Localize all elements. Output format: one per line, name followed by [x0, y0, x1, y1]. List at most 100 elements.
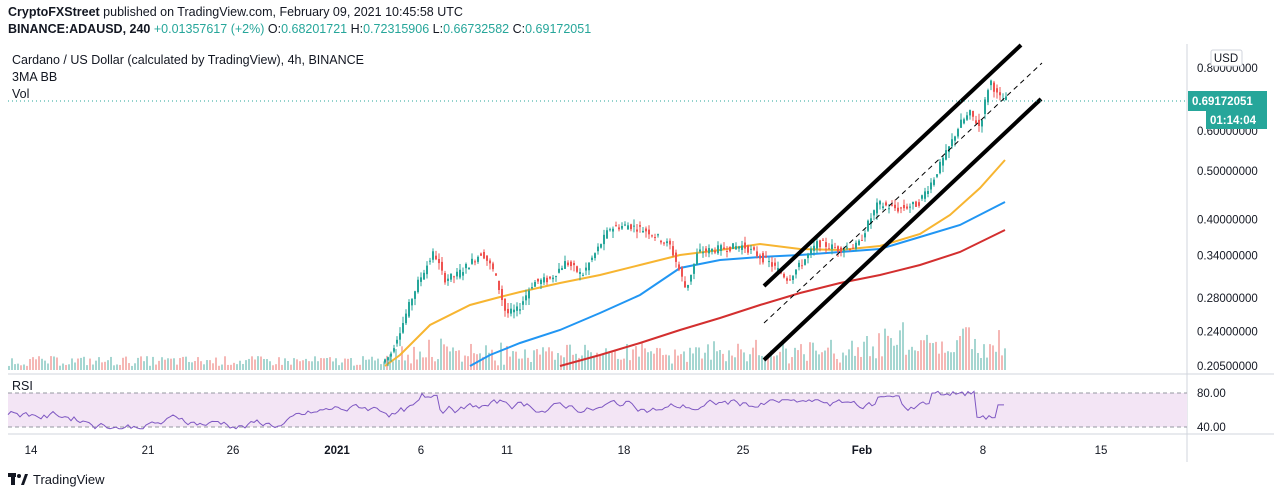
rsi-line [7, 390, 1004, 430]
candle-body [909, 206, 911, 208]
volume-bar [113, 365, 115, 370]
candle-body [597, 246, 599, 252]
volume-bar [188, 361, 190, 370]
volume-bar [605, 348, 607, 370]
volume-bar [869, 356, 871, 370]
volume-bar [131, 365, 133, 370]
volume-bar [581, 355, 583, 370]
candle-body [840, 247, 842, 253]
volume-bar [569, 344, 571, 370]
candle-body [402, 322, 404, 333]
volume-bar [653, 353, 655, 370]
volume-bar [782, 344, 784, 370]
volume-bar [803, 354, 805, 370]
volume-bar [461, 361, 463, 370]
candlesticks [384, 79, 1007, 367]
volume-bar [392, 361, 394, 370]
candle-body [864, 233, 866, 238]
candle-body [612, 228, 614, 232]
volume-bar [800, 344, 802, 370]
volume-bar [578, 357, 580, 370]
time-axis[interactable]: 14 21 26 2021 6 11 18 25 Feb 8 15 [25, 445, 1108, 457]
indicator-legend[interactable]: 3MA BB [12, 70, 58, 84]
candle-body [594, 253, 596, 259]
volume-bar [671, 363, 673, 370]
volume-bar [161, 357, 163, 370]
candle-body [717, 245, 719, 254]
volume-bar [47, 363, 49, 370]
series-title[interactable]: Cardano / US Dollar (calculated by Tradi… [12, 53, 365, 67]
volume-bar [74, 362, 76, 370]
volume-bar [557, 353, 559, 370]
rsi-tick-label: 40.00 [1197, 422, 1226, 434]
volume-bar [986, 357, 988, 370]
candle-body [891, 204, 893, 206]
candle-body [567, 262, 569, 266]
volume-bar [791, 357, 793, 370]
price-tick-label: 0.40000000 [1197, 215, 1258, 227]
price-axis[interactable]: 0.800000000.600000000.500000000.40000000… [1197, 63, 1258, 373]
time-tick-label: Feb [852, 445, 872, 457]
candle-body [615, 225, 617, 227]
rsi-legend[interactable]: RSI [12, 379, 33, 393]
volume-bar [818, 354, 820, 370]
volume-bar [251, 356, 253, 370]
time-tick-label: 21 [142, 445, 155, 457]
volume-bar [698, 347, 700, 370]
volume-bar [305, 358, 307, 370]
volume-bar [941, 341, 943, 370]
candle-body [753, 247, 755, 250]
footer-brand-label: TradingView [33, 472, 105, 487]
footer-brand[interactable]: TradingView [8, 472, 105, 487]
price-tick-label: 0.24000000 [1197, 327, 1258, 339]
volume-bar [806, 360, 808, 370]
volume-bar [149, 365, 151, 370]
volume-bar [83, 356, 85, 370]
volume-bar [275, 364, 277, 370]
candle-body [825, 242, 827, 247]
candle-body [645, 228, 647, 232]
candle-body [741, 245, 743, 250]
time-tick-label: 25 [737, 445, 750, 457]
volume-bar [128, 363, 130, 370]
candle-body [759, 255, 761, 259]
candle-body [933, 179, 935, 185]
candle-body [684, 281, 686, 288]
candle-body [438, 258, 440, 264]
volume-bar [971, 349, 973, 370]
volume-bar [764, 356, 766, 370]
volume-bar [926, 334, 928, 370]
channel-lower-line [762, 97, 1043, 362]
rsi-axis: 80.00 40.00 [1197, 388, 1226, 434]
candle-body [798, 262, 800, 268]
volume-bar [665, 354, 667, 370]
volume-bar [452, 347, 454, 370]
currency-badge[interactable] [1210, 49, 1243, 67]
candle-body [426, 265, 428, 275]
candle-body [519, 309, 521, 311]
volume-bar [527, 357, 529, 370]
candle-body [624, 224, 626, 226]
volume-legend[interactable]: Vol [12, 87, 30, 101]
candle-body [558, 268, 560, 273]
volume-bar [827, 347, 829, 370]
candle-body [501, 288, 503, 301]
publisher-name[interactable]: CryptoFXStreet [8, 5, 100, 19]
time-tick-label: 14 [25, 445, 38, 457]
volume-bar [611, 352, 613, 370]
candle-body [456, 271, 458, 277]
candle-body [591, 257, 593, 260]
candle-body [807, 254, 809, 259]
current-price-badge [1188, 91, 1267, 111]
candle-body [420, 277, 422, 282]
candle-body [882, 206, 884, 209]
candle-body [960, 119, 962, 128]
volume-bar [617, 358, 619, 370]
volume-bar [563, 357, 565, 370]
volume-bar [719, 349, 721, 370]
volume-bar [752, 347, 754, 370]
volume-bar [536, 349, 538, 370]
candle-body [846, 247, 848, 249]
volume-bar [356, 364, 358, 370]
candle-body [783, 273, 785, 278]
